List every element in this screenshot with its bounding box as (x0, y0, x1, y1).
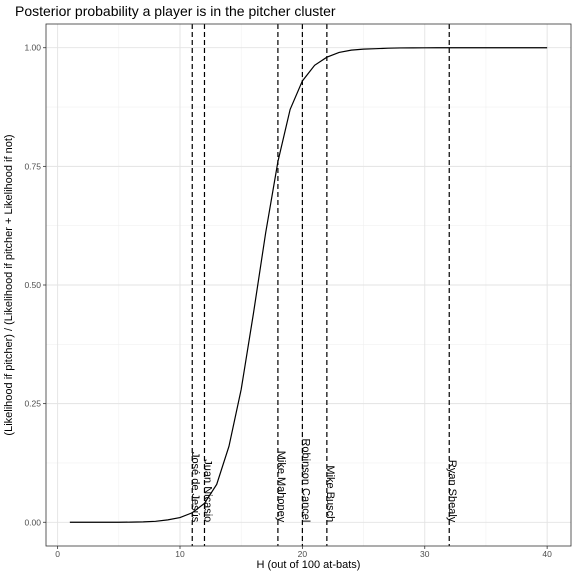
x-tick-label: 20 (298, 549, 308, 559)
y-tick-label: 0.00 (24, 517, 41, 527)
y-axis: 0.00 0.25 0.50 0.75 1.00 (24, 43, 46, 527)
y-tick-label: 0.50 (24, 280, 41, 290)
x-tick-label: 10 (175, 549, 185, 559)
reference-line-labels: José de Jesús Juan Nicasio Mike Mahoney Rob… (189, 438, 458, 522)
reference-line-label: José de Jesús (189, 452, 201, 523)
x-axis-title: H (out of 100 at-bats) (257, 559, 361, 571)
reference-line-label: Mike Busch (324, 465, 336, 522)
reference-line-label: Mike Mahoney (275, 451, 287, 523)
x-tick-label: 30 (420, 549, 430, 559)
reference-line-label: Ryan Shealy (446, 460, 458, 523)
y-tick-label: 0.25 (24, 399, 41, 409)
x-tick-label: 40 (542, 549, 552, 559)
y-axis-title: (Likelihood if pitcher) / (Likelihood if… (3, 134, 15, 435)
series-line (69, 47, 548, 523)
chart-title: Posterior probability a player is in the… (15, 3, 336, 19)
x-tick-label: 0 (55, 549, 60, 559)
grid-major (46, 24, 571, 546)
reference-line-label: Juan Nicasio (201, 459, 213, 522)
reference-line-label: Robinson Cancel (299, 438, 311, 522)
reference-lines (191, 24, 450, 546)
x-axis: 0 10 20 30 40 (55, 546, 552, 559)
y-tick-label: 0.75 (24, 161, 41, 171)
y-tick-label: 1.00 (24, 43, 41, 53)
